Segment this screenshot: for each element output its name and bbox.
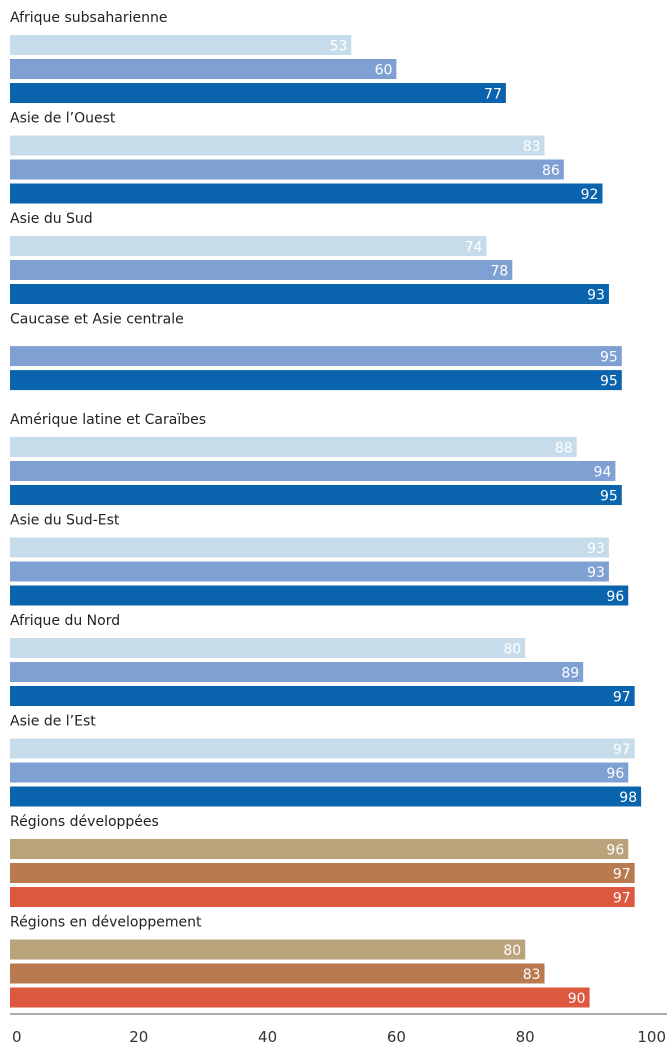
group-label: Asie du Sud xyxy=(10,211,93,227)
bar-value-label: 95 xyxy=(600,489,618,505)
bar-2011 xyxy=(10,370,622,391)
bar-1990 xyxy=(10,135,545,156)
x-tick-label: 40 xyxy=(258,1028,277,1046)
bar-1990 xyxy=(10,939,526,960)
bar-2011 xyxy=(10,887,635,907)
bar-1990 xyxy=(10,537,609,558)
bar-2011 xyxy=(10,284,609,304)
bar-value-label: 88 xyxy=(555,441,573,457)
bar-2000 xyxy=(10,863,635,883)
bar-2000 xyxy=(10,159,564,180)
bar-value-label: 93 xyxy=(587,565,605,581)
group-label: Afrique subsaharienne xyxy=(10,10,167,26)
x-tick-label: 0 xyxy=(12,1028,22,1046)
bar-value-label: 93 xyxy=(587,541,605,557)
bar-value-label: 97 xyxy=(613,742,631,758)
bar-value-label: 97 xyxy=(613,867,631,883)
bar-1990 xyxy=(10,437,577,457)
bar-value-label: 80 xyxy=(503,642,521,658)
group-label: Régions en développement xyxy=(10,915,202,931)
bar-value-label: 53 xyxy=(329,39,347,55)
bar-2000 xyxy=(10,59,397,79)
bar-value-label: 93 xyxy=(587,288,605,304)
bar-value-label: 98 xyxy=(619,790,637,806)
bar-2000 xyxy=(10,963,545,984)
bar-value-label: 80 xyxy=(503,943,521,959)
bar-2000 xyxy=(10,260,513,280)
bar-value-label: 60 xyxy=(375,63,393,79)
x-tick-label: 80 xyxy=(516,1028,535,1046)
group-label: Caucase et Asie centrale xyxy=(10,312,184,328)
bar-2000 xyxy=(10,346,622,367)
bar-value-label: 94 xyxy=(594,465,612,481)
x-tick-label: 20 xyxy=(129,1028,148,1046)
bar-2011 xyxy=(10,585,629,606)
group-label: Afrique du Nord xyxy=(10,613,120,629)
bar-1990 xyxy=(10,236,487,256)
bar-value-label: 96 xyxy=(606,589,624,605)
group-label: Asie du Sud-Est xyxy=(10,513,120,529)
group-label: Régions développées xyxy=(10,814,159,830)
bar-value-label: 92 xyxy=(581,187,599,203)
bar-value-label: 74 xyxy=(465,240,483,256)
bar-1990 xyxy=(10,638,526,658)
x-tick-label: 60 xyxy=(387,1028,406,1046)
bar-value-label: 95 xyxy=(600,350,618,366)
bar-2011 xyxy=(10,686,635,706)
group-label: Amérique latine et Caraïbes xyxy=(10,412,206,428)
bar-value-label: 90 xyxy=(568,991,586,1007)
bar-2000 xyxy=(10,561,609,582)
bar-2011 xyxy=(10,83,506,103)
bar-2011 xyxy=(10,786,642,807)
bar-2011 xyxy=(10,987,590,1008)
bar-1990 xyxy=(10,738,635,759)
bar-value-label: 96 xyxy=(606,766,624,782)
bar-value-label: 89 xyxy=(561,666,579,682)
bar-value-label: 97 xyxy=(613,690,631,706)
bar-value-label: 83 xyxy=(523,967,541,983)
bar-1990 xyxy=(10,839,629,859)
bar-2000 xyxy=(10,662,584,682)
x-tick-label: 100 xyxy=(637,1028,666,1046)
bar-value-label: 77 xyxy=(484,87,502,103)
group-label: Asie de l’Est xyxy=(10,714,96,730)
group-label: Asie de l’Ouest xyxy=(10,111,116,127)
bar-2000 xyxy=(10,762,629,783)
bar-value-label: 86 xyxy=(542,163,560,179)
bar-value-label: 96 xyxy=(606,843,624,859)
bar-value-label: 95 xyxy=(600,374,618,390)
bar-2011 xyxy=(10,183,603,204)
bar-value-label: 83 xyxy=(523,139,541,155)
bar-1990 xyxy=(10,35,352,55)
bar-2000 xyxy=(10,461,616,481)
bar-2011 xyxy=(10,485,622,505)
bar-value-label: 78 xyxy=(490,264,508,280)
bar-value-label: 97 xyxy=(613,891,631,907)
